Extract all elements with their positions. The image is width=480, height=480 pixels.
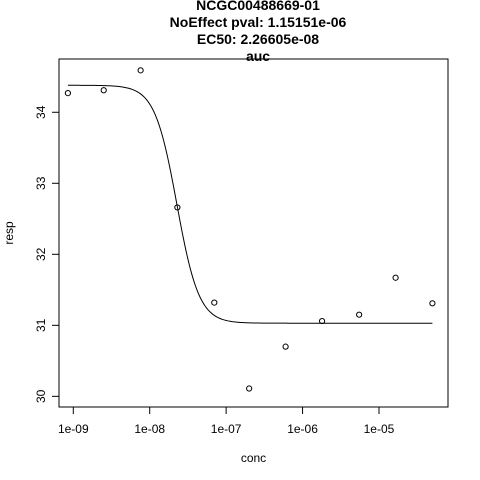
x-tick-label: 1e-06 <box>287 422 318 436</box>
data-point <box>174 204 181 211</box>
y-axis: 30 31 32 33 34 <box>34 105 60 403</box>
data-point <box>211 299 218 306</box>
data-point <box>282 343 289 350</box>
x-tick-label: 1e-09 <box>58 422 89 436</box>
x-tick-label: 1e-08 <box>134 422 165 436</box>
y-tick-label: 34 <box>34 105 48 119</box>
data-point <box>137 67 144 74</box>
x-axis: 1e-09 1e-08 1e-07 1e-06 1e-05 <box>58 406 395 436</box>
title-line: NoEffect pval: 1.15151e-06 <box>170 14 347 30</box>
data-point <box>100 87 107 94</box>
data-point <box>64 89 72 97</box>
title-line: NCGC00488669-01 <box>196 0 320 13</box>
plot-frame <box>58 58 449 408</box>
data-point <box>429 300 436 307</box>
data-point <box>318 317 326 325</box>
data-point <box>356 311 363 318</box>
data-point <box>392 274 399 281</box>
y-tick-label: 30 <box>34 389 48 403</box>
y-tick-label: 33 <box>34 176 48 190</box>
title-line: EC50: 2.26605e-08 <box>197 31 319 47</box>
y-tick-label: 31 <box>34 318 48 332</box>
fit-curve <box>67 84 433 324</box>
y-axis-label: resp <box>2 221 16 245</box>
x-tick-label: 1e-05 <box>364 422 395 436</box>
y-tick-label: 32 <box>34 247 48 261</box>
x-axis-label: conc <box>241 451 266 465</box>
title-line: auc <box>246 48 270 64</box>
data-point <box>246 385 253 392</box>
data-points <box>64 67 436 392</box>
x-tick-label: 1e-07 <box>211 422 242 436</box>
